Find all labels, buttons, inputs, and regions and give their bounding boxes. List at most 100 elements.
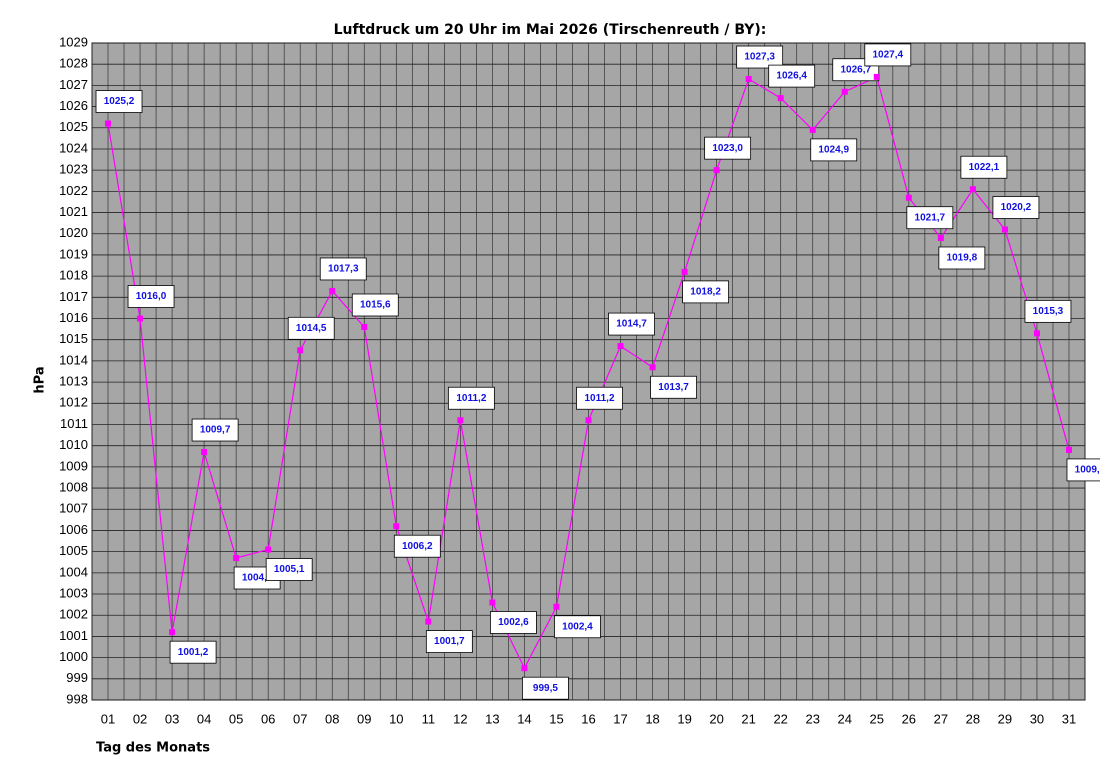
value-label: 1014,5: [296, 323, 327, 334]
x-tick-label: 12: [453, 711, 467, 726]
value-label: 1019,8: [947, 253, 978, 264]
value-label: 1009,8: [1075, 465, 1100, 476]
y-tick-label: 999: [66, 670, 88, 685]
value-label: 1011,2: [584, 393, 614, 404]
value-label-box: [1024, 299, 1072, 323]
data-point: [105, 120, 112, 127]
value-label-box: [319, 257, 367, 281]
data-point: [201, 449, 208, 456]
data-point: [969, 186, 976, 193]
data-point: [777, 95, 784, 102]
data-point: [937, 234, 944, 241]
value-label: 1004,7: [242, 573, 273, 584]
value-label-box: [938, 246, 986, 270]
value-label: 1024,9: [818, 145, 849, 156]
value-label: 1013,7: [658, 382, 689, 393]
x-tick-label: 05: [229, 711, 243, 726]
y-tick-label: 1020: [59, 225, 88, 240]
x-tick-label: 28: [966, 711, 980, 726]
x-tick-label: 01: [101, 711, 115, 726]
x-tick-label: 24: [838, 711, 852, 726]
y-tick-label: 1006: [59, 522, 88, 537]
y-tick-label: 1013: [59, 374, 88, 389]
x-tick-label: 13: [485, 711, 499, 726]
data-point: [233, 555, 240, 562]
value-label: 1001,2: [178, 647, 209, 658]
y-tick-label: 1000: [59, 649, 88, 664]
chart-title: Luftdruck um 20 Uhr im Mai 2026 (Tirsche…: [334, 22, 767, 38]
y-tick-label: 1010: [59, 437, 88, 452]
y-tick-label: 1027: [59, 77, 88, 92]
y-tick-label: 1001: [59, 628, 88, 643]
value-label: 1014,7: [616, 319, 647, 330]
value-label: 1026,4: [776, 71, 807, 82]
data-point: [809, 126, 816, 133]
value-label: 1021,7: [915, 212, 946, 223]
value-label-box: [287, 316, 335, 340]
y-tick-label: 1022: [59, 183, 88, 198]
value-label: 1002,6: [498, 617, 529, 628]
data-point: [585, 417, 592, 424]
data-point: [425, 618, 432, 625]
data-point: [713, 167, 720, 174]
x-tick-label: 18: [645, 711, 659, 726]
value-label-box: [960, 155, 1008, 179]
data-point: [1033, 330, 1040, 337]
x-tick-label: 10: [389, 711, 403, 726]
data-point: [489, 599, 496, 606]
value-label-box: [736, 45, 784, 69]
x-tick-label: 29: [998, 711, 1012, 726]
value-label-box: [522, 676, 569, 700]
y-tick-label: 1016: [59, 310, 88, 325]
y-tick-label: 1021: [59, 204, 88, 219]
value-label: 1017,3: [328, 264, 359, 275]
value-label: 1009,7: [200, 425, 231, 436]
x-tick-label: 22: [773, 711, 787, 726]
y-tick-label: 1011: [60, 416, 88, 431]
data-point: [1065, 446, 1072, 453]
value-label-box: [554, 615, 601, 639]
y-tick-label: 1014: [59, 352, 88, 367]
y-tick-label: 1008: [59, 480, 88, 495]
value-label-box: [425, 630, 473, 653]
y-tick-label: 998: [66, 691, 88, 706]
value-label: 1001,7: [434, 636, 465, 647]
value-label: 999,5: [533, 683, 558, 694]
data-point: [681, 268, 688, 275]
x-tick-label: 09: [357, 711, 371, 726]
x-tick-label: 06: [261, 711, 275, 726]
y-tick-label: 1002: [59, 607, 88, 622]
value-label: 1018,2: [690, 287, 721, 298]
data-point: [361, 323, 368, 330]
data-point: [649, 364, 656, 371]
value-label-box: [682, 280, 729, 304]
value-label-box: [1066, 458, 1100, 482]
y-tick-label: 1028: [59, 56, 88, 71]
y-tick-label: 1004: [59, 564, 88, 579]
x-tick-label: 26: [902, 711, 916, 726]
y-tick-label: 1024: [59, 140, 88, 155]
x-tick-label: 15: [549, 711, 563, 726]
value-label: 1022,1: [969, 162, 1000, 173]
y-tick-label: 1005: [59, 543, 88, 558]
data-point: [329, 287, 336, 294]
data-point: [553, 603, 560, 610]
y-tick-label: 1012: [59, 395, 88, 410]
y-tick-label: 1019: [59, 246, 88, 261]
x-tick-label: 08: [325, 711, 339, 726]
y-tick-label: 1017: [59, 289, 88, 304]
y-tick-label: 1018: [59, 268, 88, 283]
value-label: 1006,2: [402, 541, 433, 552]
x-tick-label: 31: [1062, 711, 1076, 726]
data-point: [457, 417, 464, 424]
value-label: 1016,0: [136, 291, 167, 302]
value-label-box: [864, 43, 912, 67]
y-tick-label: 1023: [59, 162, 88, 177]
value-label-box: [191, 418, 239, 442]
data-point: [617, 343, 624, 350]
value-label-box: [351, 293, 399, 317]
y-tick-label: 1026: [59, 98, 88, 113]
x-tick-label: 19: [677, 711, 691, 726]
y-tick-label: 1015: [59, 331, 88, 346]
